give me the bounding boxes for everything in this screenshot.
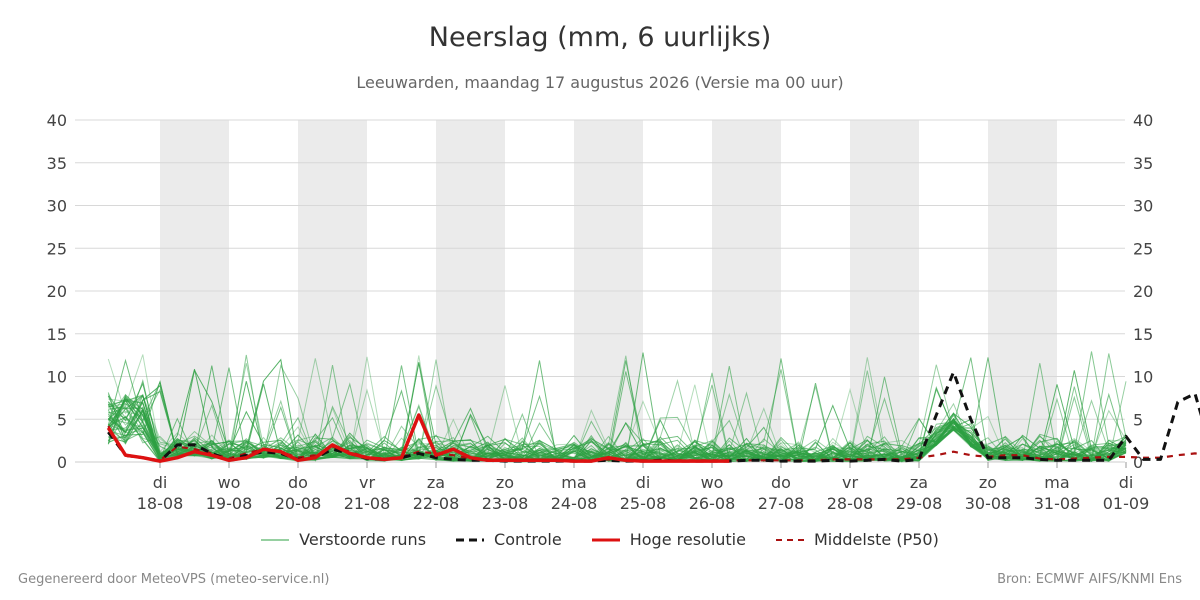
series-line-hoge-resolutie [106,413,730,463]
x-tick-date: 21-08 [344,494,391,513]
legend-item-control[interactable]: Controle [456,530,562,549]
x-tick-date: 31-08 [1034,494,1081,513]
legend-label-p50: Middelste (P50) [813,530,939,549]
legend-item-hires[interactable]: Hoge resolutie [591,530,746,549]
x-tick-date: 22-08 [413,494,460,513]
y-tick-label-right: 10 [1133,368,1153,387]
footer-source: Bron: ECMWF AIFS/KNMI Ens [997,572,1182,587]
x-tick-day: wo [218,473,241,492]
x-tick-day: vr [359,473,375,492]
y-tick-label-left: 25 [47,239,67,258]
legend-item-ensemble[interactable]: Verstoorde runs [261,530,426,549]
legend-swatch-p50 [775,538,804,541]
x-tick-day: wo [701,473,724,492]
x-tick-date: 20-08 [275,494,322,513]
ensemble-member-line [108,384,1127,463]
legend-swatch-ensemble [261,539,290,540]
x-tick-day: di [636,473,651,492]
footer-credit: Gegenereerd door MeteoVPS (meteo-service… [18,572,330,587]
y-tick-label-right: 0 [1133,453,1143,472]
y-tick-label-right: 35 [1133,154,1153,173]
legend-label-ensemble: Verstoorde runs [299,530,427,549]
legend-swatch-hires [591,538,620,541]
x-tick-date: 29-08 [896,494,943,513]
x-tick-day: do [288,473,308,492]
y-tick-label-left: 40 [47,111,67,130]
x-tick-date: 18-08 [137,494,184,513]
x-tick-day: za [427,473,445,492]
chart-legend: Verstoorde runs Controle Hoge resolutie … [0,530,1200,549]
chart-title: Neerslag (mm, 6 uurlijks) [428,22,772,53]
x-tick-date: 30-08 [965,494,1012,513]
x-tick-day: vr [842,473,858,492]
ensemble-member-line [107,360,1127,462]
legend-label-control: Controle [494,530,562,549]
ensemble-member-line [107,370,1127,463]
x-tick-date: 27-08 [758,494,805,513]
legend-swatch-control [456,538,485,541]
x-tick-day: zo [979,473,997,492]
x-tick-day: do [771,473,791,492]
legend-label-hires: Hoge resolutie [629,530,746,549]
x-tick-date: 25-08 [620,494,667,513]
x-tick-date: 24-08 [551,494,598,513]
y-tick-label-left: 5 [57,410,67,429]
x-tick-date: 01-09 [1103,494,1150,513]
y-tick-label-right: 25 [1133,239,1153,258]
x-tick-date: 28-08 [827,494,874,513]
ensemble-member-line [107,358,1127,463]
y-tick-label-left: 10 [47,368,67,387]
x-tick-date: 23-08 [482,494,529,513]
y-tick-label-right: 15 [1133,325,1153,344]
y-tick-label-left: 20 [47,282,67,301]
x-tick-day: zo [496,473,514,492]
x-tick-date: 19-08 [206,494,253,513]
x-tick-date: 26-08 [689,494,736,513]
y-tick-label-right: 20 [1133,282,1153,301]
chart-subtitle: Leeuwarden, maandag 17 augustus 2026 (Ve… [356,73,844,92]
y-tick-label-left: 0 [57,453,67,472]
x-tick-day: di [153,473,168,492]
y-tick-label-left: 35 [47,154,67,173]
y-tick-label-right: 40 [1133,111,1153,130]
x-tick-day: ma [561,473,586,492]
y-tick-label-right: 30 [1133,197,1153,216]
y-tick-label-left: 30 [47,197,67,216]
y-tick-label-left: 15 [47,325,67,344]
x-tick-day: ma [1044,473,1069,492]
x-tick-day: di [1119,473,1134,492]
legend-item-p50[interactable]: Middelste (P50) [775,530,939,549]
x-tick-day: za [910,473,928,492]
y-tick-label-right: 5 [1133,410,1143,429]
